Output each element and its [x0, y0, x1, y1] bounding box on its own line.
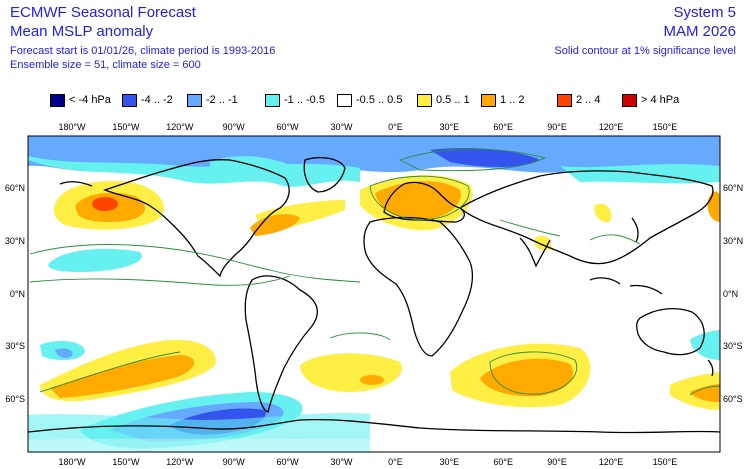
longitude-tick-label: 60°W — [277, 122, 300, 132]
system-label: System 5 — [673, 4, 736, 21]
latitude-tick-label: 60°S — [723, 394, 743, 404]
legend-swatch — [481, 94, 496, 107]
legend-swatch — [622, 94, 637, 107]
longitude-labels-top: 180°W 150°W 120°W 90°W 60°W 30°W 0°E 30°E 60°E 90… — [58, 122, 677, 132]
legend-swatch — [122, 94, 137, 107]
longitude-tick-label: 120°E — [599, 122, 624, 132]
longitude-tick-label: 120°W — [166, 122, 194, 132]
longitude-tick-label: 60°E — [493, 457, 513, 467]
latitude-tick-label: 60°S — [5, 394, 25, 404]
longitude-tick-label: 90°E — [547, 457, 567, 467]
longitude-tick-label: 90°E — [547, 122, 567, 132]
coastlines — [28, 157, 720, 434]
longitude-tick-label: 30°W — [330, 457, 353, 467]
longitude-tick-label: 150°W — [112, 457, 140, 467]
ensemble-meta-line: Ensemble size = 51, climate size = 600 — [10, 59, 201, 71]
longitude-tick-label: 30°E — [439, 457, 459, 467]
longitude-tick-label: 90°W — [223, 122, 246, 132]
longitude-tick-label: 0°E — [388, 122, 403, 132]
latitude-tick-label: 60°N — [5, 183, 25, 193]
legend-swatch — [417, 94, 432, 107]
legend-swatch — [265, 94, 280, 107]
map-subtitle: Mean MSLP anomaly — [10, 23, 154, 40]
legend-label: > 4 hPa — [641, 94, 680, 106]
latitude-tick-label: 30°N — [723, 236, 743, 246]
longitude-tick-label: 150°E — [653, 122, 678, 132]
legend-label: -1 .. -0.5 — [284, 94, 325, 106]
season-label: MAM 2026 — [663, 23, 736, 40]
longitude-tick-label: 120°W — [166, 457, 194, 467]
longitude-tick-label: 150°W — [112, 122, 140, 132]
map-title: ECMWF Seasonal Forecast — [10, 4, 196, 21]
legend-swatch — [337, 94, 352, 107]
legend-label: -4 .. -2 — [141, 94, 173, 106]
legend-label: 1 .. 2 — [500, 94, 525, 106]
longitude-tick-label: 180°W — [58, 457, 86, 467]
longitude-tick-label: 90°W — [223, 457, 246, 467]
longitude-tick-label: 30°E — [439, 122, 459, 132]
significance-contours — [29, 148, 720, 396]
longitude-tick-label: 120°E — [599, 457, 624, 467]
longitude-tick-label: 60°W — [277, 457, 300, 467]
legend-label: 2 .. 4 — [576, 94, 601, 106]
latitude-tick-label: 0°N — [10, 289, 25, 299]
forecast-meta-line: Forecast start is 01/01/26, climate peri… — [10, 45, 276, 57]
longitude-tick-label: 30°W — [330, 122, 353, 132]
map-frame — [27, 135, 721, 453]
latitude-tick-label: 60°N — [723, 183, 743, 193]
latitude-tick-label: 30°S — [723, 341, 743, 351]
legend-swatch — [557, 94, 572, 107]
significance-note: Solid contour at 1% significance level — [554, 45, 736, 57]
legend-swatch — [187, 94, 202, 107]
longitude-labels-bottom: 180°W 150°W 120°W 90°W 60°W 30°W 0°E 30°E 60°E 90… — [58, 457, 677, 467]
latitude-labels-left: 60°N 30°N 0°N 30°S 60°S — [5, 183, 25, 404]
longitude-tick-label: 60°E — [493, 122, 513, 132]
latitude-tick-label: 30°S — [5, 341, 25, 351]
legend-label: < -4 hPa — [69, 94, 111, 106]
latitude-tick-label: 30°N — [5, 236, 25, 246]
legend-label: -0.5 .. 0.5 — [356, 94, 403, 106]
legend-label: 0.5 .. 1 — [436, 94, 470, 106]
legend-swatch — [50, 94, 65, 107]
latitude-tick-label: 0°N — [723, 289, 738, 299]
longitude-tick-label: 180°W — [58, 122, 86, 132]
longitude-tick-label: 150°E — [653, 457, 678, 467]
longitude-tick-label: 0°E — [388, 457, 403, 467]
legend-label: -2 .. -1 — [206, 94, 238, 106]
latitude-labels-right: 60°N 30°N 0°N 30°S 60°S — [723, 183, 743, 404]
